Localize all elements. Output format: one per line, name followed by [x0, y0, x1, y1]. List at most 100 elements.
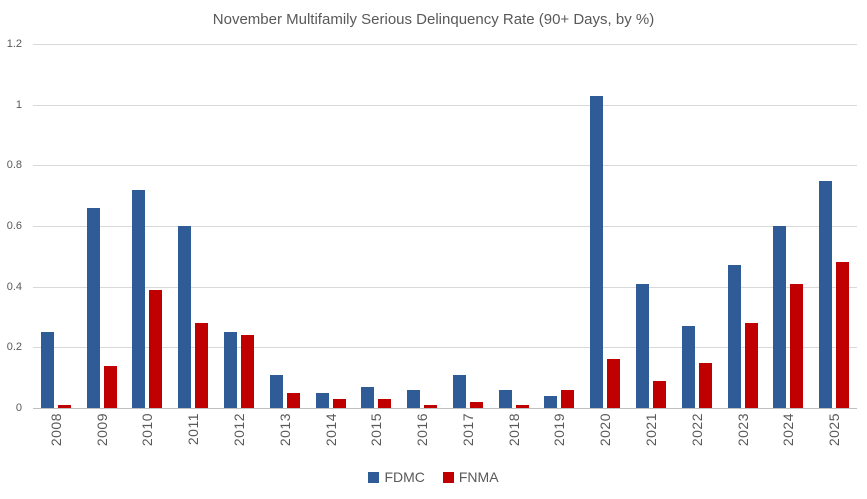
bar-fdmc [727, 265, 741, 408]
bar-group [216, 44, 262, 408]
x-tick-label: 2018 [505, 413, 522, 447]
x-tick-cell: 2020 [582, 413, 628, 471]
gridline [33, 226, 857, 227]
x-tick-label: 2013 [276, 413, 293, 447]
bar-fdmc [361, 386, 375, 408]
bar-fnma [790, 283, 804, 408]
bar-fnma [286, 392, 300, 408]
bar-fnma [469, 401, 483, 408]
bar-group [170, 44, 216, 408]
y-tick-label: 0.8 [6, 159, 22, 172]
bar-group [308, 44, 354, 408]
x-tick-cell: 2008 [33, 413, 79, 471]
x-tick-cell: 2018 [491, 413, 537, 471]
x-tick-cell: 2011 [170, 413, 216, 471]
bar-fdmc [224, 332, 238, 408]
x-tick-label: 2010 [139, 413, 156, 447]
bar-groups [33, 44, 857, 408]
bar-group [399, 44, 445, 408]
x-tick-label: 2016 [414, 413, 431, 447]
y-tick-label: 0.2 [6, 341, 22, 354]
bar-group [445, 44, 491, 408]
y-axis-labels: 0 0.2 0.4 0.6 0.8 1 1.2 [0, 38, 26, 414]
x-tick-cell: 2012 [216, 413, 262, 471]
x-axis-labels: 2008 2009 2010 2011 2012 2013 2014 2015 2016 2017… [33, 413, 857, 471]
bar-fdmc [315, 392, 329, 408]
bar-fdmc [819, 180, 833, 408]
bar-fdmc [773, 226, 787, 408]
x-tick-cell: 2013 [262, 413, 308, 471]
gridline [33, 44, 857, 45]
legend-label-fdmc: FDMC [384, 469, 425, 485]
x-axis-line [33, 408, 857, 409]
bar-fnma [424, 404, 438, 408]
x-tick-label: 2023 [734, 413, 751, 447]
bar-fnma [607, 359, 621, 408]
chart-title: November Multifamily Serious Delinquency… [212, 11, 655, 28]
bar-fnma [653, 380, 667, 408]
x-tick-label: 2014 [322, 413, 339, 447]
bar-fnma [149, 289, 163, 408]
bar-fnma [698, 362, 712, 408]
bar-fdmc [178, 226, 192, 408]
bar-fnma [515, 404, 529, 408]
bar-group [537, 44, 583, 408]
x-tick-label: 2020 [597, 413, 614, 447]
y-tick-label: 0.4 [6, 280, 22, 293]
legend-swatch-fnma [442, 471, 454, 483]
legend: FDMC FNMA [0, 469, 867, 485]
x-tick-cell: 2023 [720, 413, 766, 471]
bar-group [674, 44, 720, 408]
bar-fdmc [407, 389, 421, 408]
x-tick-label: 2022 [688, 413, 705, 447]
gridline [33, 165, 857, 167]
x-tick-cell: 2016 [399, 413, 445, 471]
bar-group [125, 44, 171, 408]
bar-group [628, 44, 674, 408]
x-tick-cell: 2010 [125, 413, 171, 471]
x-tick-label: 2015 [368, 413, 385, 447]
gridline [33, 104, 857, 106]
bar-group [353, 44, 399, 408]
y-tick-label: 0 [15, 402, 22, 414]
x-tick-label: 2011 [185, 413, 202, 446]
y-tick-label: 1.2 [6, 38, 22, 50]
bar-fdmc [544, 395, 558, 408]
gridline [33, 286, 857, 288]
bar-fdmc [86, 207, 100, 408]
legend-item-fdmc: FDMC [368, 469, 425, 485]
x-tick-label: 2024 [780, 413, 797, 447]
bar-fdmc [40, 332, 54, 408]
bar-fdmc [132, 189, 146, 408]
bar-group [33, 44, 79, 408]
x-tick-cell: 2019 [537, 413, 583, 471]
x-tick-cell: 2017 [445, 413, 491, 471]
bar-group [720, 44, 766, 408]
bar-fnma [195, 323, 209, 408]
x-tick-cell: 2009 [79, 413, 125, 471]
bar-group [582, 44, 628, 408]
x-tick-cell: 2025 [811, 413, 857, 471]
y-tick-label: 0.6 [6, 220, 22, 232]
x-tick-label: 2012 [231, 413, 248, 447]
x-tick-cell: 2014 [308, 413, 354, 471]
bar-group [491, 44, 537, 408]
x-tick-label: 2008 [47, 413, 64, 447]
legend-swatch-fdmc [368, 471, 380, 483]
x-tick-cell: 2015 [353, 413, 399, 471]
plot-area [33, 44, 857, 409]
x-tick-label: 2025 [826, 413, 843, 447]
x-tick-label: 2009 [93, 413, 110, 447]
bar-fdmc [269, 374, 283, 408]
bar-fdmc [590, 95, 604, 408]
x-tick-cell: 2022 [674, 413, 720, 471]
bar-fdmc [498, 389, 512, 408]
legend-item-fnma: FNMA [442, 469, 499, 485]
bar-fnma [332, 398, 346, 408]
y-tick-label: 1 [15, 98, 22, 111]
x-tick-label: 2021 [643, 413, 660, 447]
bar-fnma [561, 389, 575, 408]
bar-fnma [57, 404, 71, 408]
bar-fnma [103, 365, 117, 408]
bar-group [811, 44, 857, 408]
